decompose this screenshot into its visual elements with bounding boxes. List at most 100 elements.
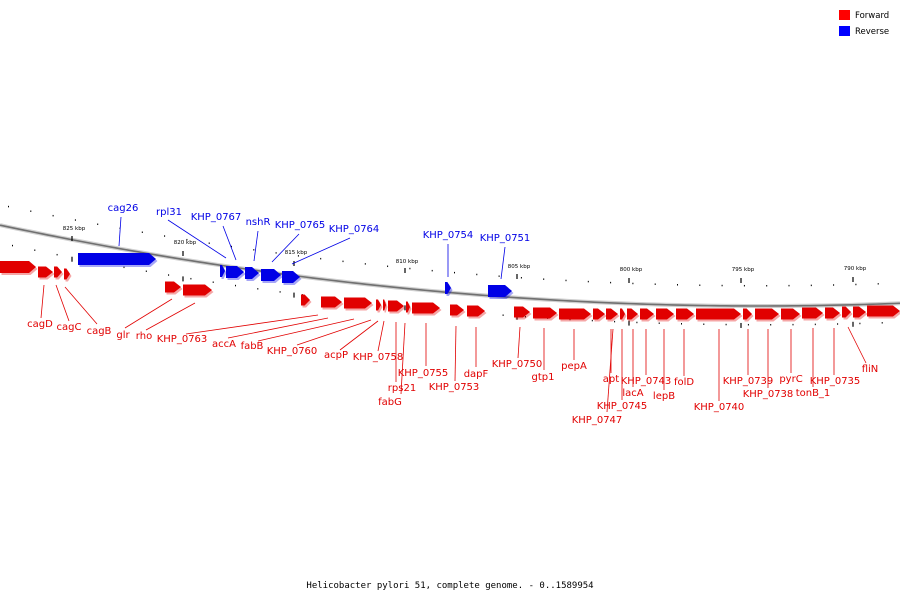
gene-pepa-arrow[interactable] xyxy=(593,308,607,322)
minor-tick-dot xyxy=(833,284,835,286)
gene-rps21-arrow[interactable] xyxy=(406,301,412,315)
minor-tick-dot xyxy=(8,205,9,208)
gene-khp-0743-arrow[interactable] xyxy=(656,308,676,322)
minor-tick-dot xyxy=(279,291,281,293)
forward-gene-khp-0739-label: KHP_0739 xyxy=(723,376,774,387)
gene-fold-arrow[interactable] xyxy=(696,308,743,322)
forward-gene-fold-label: folD xyxy=(674,377,694,388)
gene-pyrc-arrow[interactable] xyxy=(802,307,825,321)
gene-khp-0758-arrow[interactable] xyxy=(388,300,406,314)
minor-tick-dot xyxy=(859,322,861,325)
minor-tick-dot xyxy=(12,244,13,247)
minor-tick-dot xyxy=(636,321,638,324)
gene-khp-0750-arrow[interactable] xyxy=(533,307,559,321)
minor-tick-dot xyxy=(677,284,678,286)
minor-tick-dot xyxy=(788,284,790,287)
minor-tick-dot xyxy=(297,255,299,257)
gene-khp-0740-arrow[interactable] xyxy=(743,308,754,322)
tick-820-kbp-label: 820 kbp xyxy=(174,240,197,246)
gene-tonb-1-arrow[interactable] xyxy=(825,307,842,321)
forward-gene-rho-label: rho xyxy=(136,331,152,342)
forward-gene-khp-0750-leader xyxy=(517,326,521,359)
minor-tick-dot xyxy=(543,278,545,280)
minor-tick-dot xyxy=(476,273,478,276)
minor-tick-dot xyxy=(654,283,656,285)
gene-nshr-arrow[interactable] xyxy=(245,267,261,281)
reverse-gene-khp-0764-label: KHP_0764 xyxy=(329,224,380,235)
gene-fabg-arrow[interactable] xyxy=(412,302,442,316)
gene-flin-arrow[interactable] xyxy=(853,306,868,320)
gene-khp-0767-arrow[interactable] xyxy=(226,266,246,280)
forward-gene-pepa-label: pepA xyxy=(561,361,587,372)
gene-laca-arrow[interactable] xyxy=(640,308,656,322)
forward-gene-laca-label: lacA xyxy=(622,388,643,399)
forward-gene-acca-label: accA xyxy=(212,339,236,350)
minor-tick-dot xyxy=(498,275,500,277)
gene-khp-0753-arrow[interactable] xyxy=(467,305,487,319)
minor-tick-dot xyxy=(747,323,749,326)
gene-khp-0745-arrow[interactable] xyxy=(627,308,640,322)
reverse-gene-khp-0767-leader xyxy=(222,225,237,261)
gene-apt-arrow[interactable] xyxy=(606,308,620,322)
minor-tick-dot xyxy=(565,279,567,282)
minor-tick-dot xyxy=(52,214,54,217)
minor-tick-dot xyxy=(703,323,705,325)
forward-gene-cagb-leader xyxy=(64,286,98,325)
minor-tick-dot xyxy=(231,245,232,248)
gene-khp-0765-arrow[interactable] xyxy=(261,269,283,283)
gene-khp-0747-arrow[interactable] xyxy=(620,308,627,322)
gene-leading-segment-arrow[interactable] xyxy=(0,261,38,275)
gene-rho-arrow[interactable] xyxy=(183,284,214,298)
minor-tick-dot xyxy=(387,265,389,268)
forward-gene-khp-0755-label: KHP_0755 xyxy=(398,368,449,379)
gene-fabb-arrow[interactable] xyxy=(344,297,374,311)
minor-tick-dot xyxy=(34,249,36,251)
minor-tick-dot xyxy=(56,253,58,256)
reverse-gene-nshr-leader xyxy=(253,230,259,262)
gene-cagb-arrow[interactable] xyxy=(64,268,72,282)
minor-tick-dot xyxy=(502,314,504,316)
minor-tick-dot xyxy=(699,284,701,286)
forward-gene-flin-label: fliN xyxy=(862,364,879,375)
minor-tick-dot xyxy=(766,284,768,287)
gene-acpp-arrow[interactable] xyxy=(383,299,388,313)
reverse-gene-khp-0764-leader xyxy=(291,237,351,265)
gene-dapf-arrow[interactable] xyxy=(514,306,532,320)
gene-cagd-arrow[interactable] xyxy=(38,266,55,280)
gene-khp-0751-arrow[interactable] xyxy=(488,285,514,299)
gene-khp-0763-arrow[interactable] xyxy=(301,294,312,308)
gene-gtp1-arrow[interactable] xyxy=(559,308,593,322)
forward-gene-dapf-label: dapF xyxy=(464,369,489,380)
gene-khp-0760-arrow[interactable] xyxy=(376,299,383,313)
minor-tick-dot xyxy=(141,231,143,233)
gene-khp-0739-arrow[interactable] xyxy=(755,308,781,322)
minor-tick-dot xyxy=(257,288,259,290)
gene-khp-0755-arrow[interactable] xyxy=(450,304,466,318)
forward-gene-apt-label: apt xyxy=(603,374,619,385)
gene-khp-0738-arrow[interactable] xyxy=(781,308,802,322)
forward-gene-cagd-leader xyxy=(40,284,45,319)
gene-lepb-arrow[interactable] xyxy=(676,308,696,322)
gene-cag26-arrow[interactable] xyxy=(78,253,158,267)
gene-khp-0735-arrow[interactable] xyxy=(842,306,853,320)
gene-khp-0764-arrow[interactable] xyxy=(282,271,302,285)
gene-khp-0754-arrow[interactable] xyxy=(445,282,453,296)
reverse-gene-khp-0767-label: KHP_0767 xyxy=(191,212,242,223)
gene-cagc-arrow[interactable] xyxy=(54,266,64,280)
forward-gene-tonb-1-label: tonB_1 xyxy=(796,388,831,399)
minor-tick-dot xyxy=(454,271,455,274)
minor-tick-dot xyxy=(253,249,255,251)
gene-glr-arrow[interactable] xyxy=(165,281,183,295)
gene-trailing-segment-arrow[interactable] xyxy=(867,305,900,319)
forward-gene-khp-0763-label: KHP_0763 xyxy=(157,334,208,345)
tick-805-kbp-label: 805 kbp xyxy=(508,264,531,270)
gene-rpl31-arrow[interactable] xyxy=(220,265,227,279)
forward-gene-rho-leader xyxy=(145,302,196,331)
minor-tick-dot xyxy=(431,269,433,272)
forward-gene-khp-0740-label: KHP_0740 xyxy=(694,402,745,413)
forward-gene-acca-leader xyxy=(227,317,329,339)
minor-tick-dot xyxy=(275,252,277,254)
forward-gene-lepb-label: lepB xyxy=(653,391,675,402)
gene-acca-arrow[interactable] xyxy=(321,296,344,310)
